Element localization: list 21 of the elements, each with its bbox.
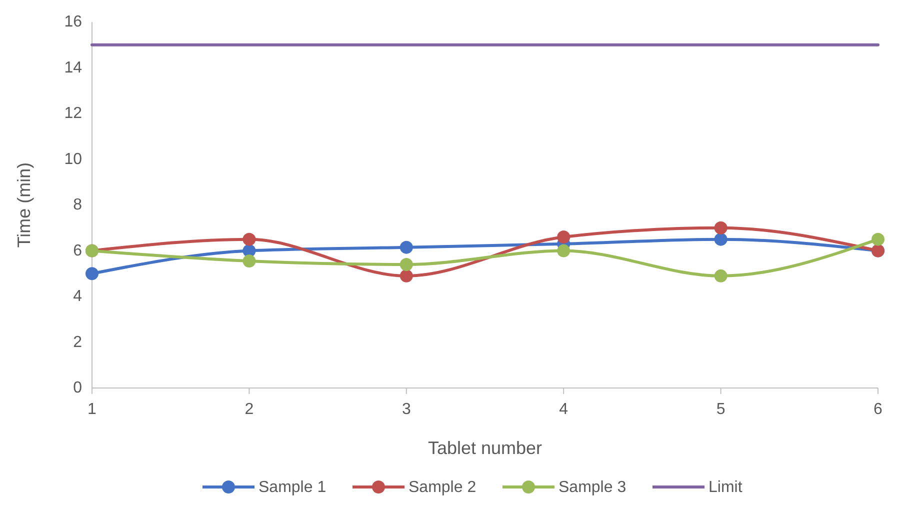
y-tick-label: 0	[73, 380, 82, 396]
x-tick-label: 5	[716, 401, 726, 418]
x-tick-label: 1	[88, 401, 97, 418]
x-tick-label: 3	[402, 401, 411, 418]
y-tick-label: 12	[64, 105, 82, 122]
y-tick-label: 10	[64, 150, 82, 168]
legend-label: Sample 2	[408, 479, 476, 496]
legend-label: Limit	[708, 479, 743, 496]
y-tick-label: 14	[64, 59, 82, 76]
legend-label: Sample 1	[258, 479, 326, 496]
y-tick-label: 8	[73, 196, 82, 214]
x-tick-label: 4	[559, 401, 568, 418]
x-tick-label: 6	[874, 401, 883, 418]
x-axis-title: Tablet number	[428, 438, 542, 458]
y-axis-title: Time (min)	[14, 162, 34, 248]
y-tick-label: 4	[73, 288, 82, 305]
y-tick-label: 16	[64, 14, 82, 30]
x-tick-label: 2	[244, 401, 254, 418]
y-tick-label: 6	[73, 242, 82, 260]
legend-label: Sample 3	[558, 479, 626, 496]
y-tick-label: 2	[73, 334, 82, 351]
